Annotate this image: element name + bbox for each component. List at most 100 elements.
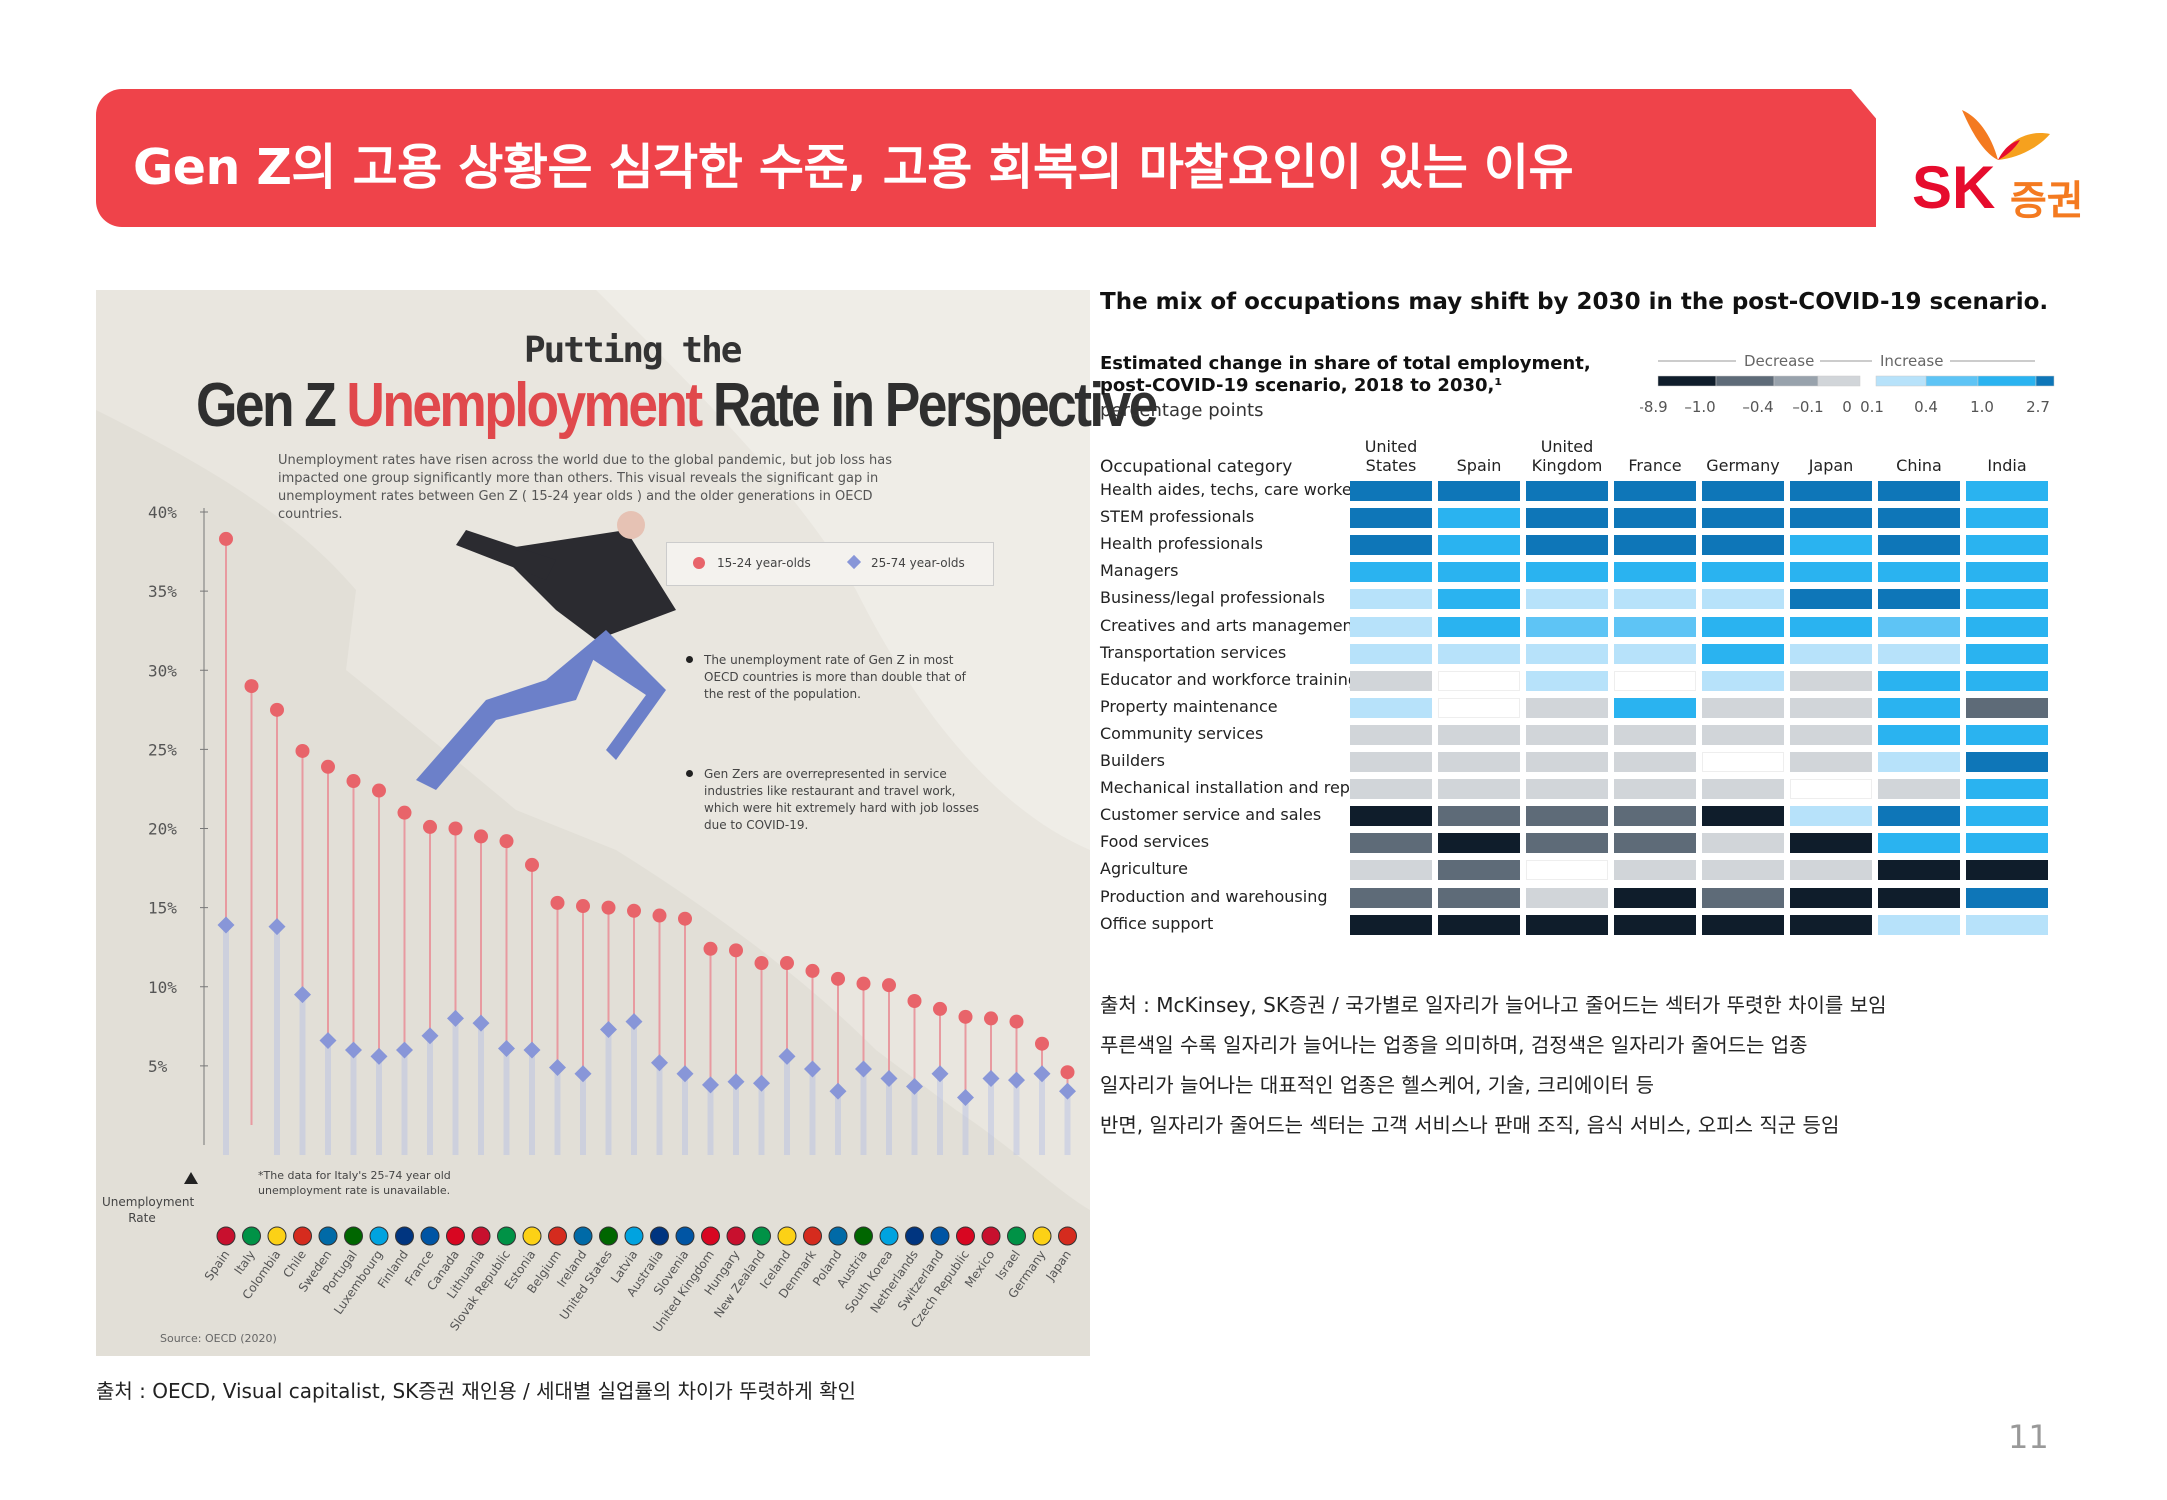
youth-point <box>831 971 845 986</box>
heatmap-cell <box>1526 779 1608 800</box>
heatmap-cell <box>1614 643 1696 664</box>
color-scale-legend: Decrease Increase –8.9 –1.0 –0.4 –0.1 0 0.1 0.4 1… <box>1640 352 2055 416</box>
youth-point <box>576 899 590 914</box>
y-axis-label: Unemployment Rate <box>102 1195 195 1225</box>
youth-point <box>321 759 335 774</box>
country-flag-icon <box>956 1226 975 1246</box>
country-flag-icon <box>777 1226 797 1246</box>
country-flag-icon <box>828 1226 848 1246</box>
adult-point <box>651 1054 668 1072</box>
occupation-row-label: Educator and workforce training <box>1100 669 1358 689</box>
heatmap-cell <box>1790 887 1872 908</box>
genz-unemployment-infographic: Putting the Gen Z Unemployment Rate in P… <box>96 290 1158 1356</box>
infographic-title-top: Putting the <box>524 330 742 371</box>
heatmap-cell <box>1966 508 2048 529</box>
adult-point <box>753 1074 770 1092</box>
country-flag-icon <box>905 1226 924 1246</box>
heatmap-cell <box>1438 643 1520 664</box>
occupation-row-label: Health professionals <box>1100 534 1263 554</box>
heatmap-cell <box>1526 724 1608 745</box>
youth-point <box>270 702 284 717</box>
title-part-red: Unemployment <box>346 371 703 440</box>
youth-point <box>1060 1065 1075 1080</box>
heatmap-cell <box>1526 589 1608 610</box>
legend-youth-marker <box>693 557 705 569</box>
adult-point <box>1033 1065 1051 1083</box>
youth-point <box>856 976 871 991</box>
logo-kr-text: 증권 <box>2010 178 2084 224</box>
heatmap-cell <box>1878 562 1960 583</box>
scale-tick-label: –1.0 <box>1684 398 1715 416</box>
youth-point <box>550 895 565 910</box>
country-flag-icon <box>573 1226 593 1246</box>
occupation-row-label: Agriculture <box>1100 859 1188 879</box>
heatmap-cell <box>1526 697 1608 718</box>
occupation-chart-unit: percentage points <box>1100 400 1264 421</box>
infographic-legend: 15-24 year-olds 25-74 year-olds <box>666 542 994 586</box>
occupation-row-label: Creatives and arts management <box>1100 615 1359 635</box>
adult-point <box>727 1073 745 1091</box>
country-flag-icon <box>216 1226 236 1246</box>
heatmap-cell <box>1526 670 1608 691</box>
country-column-header: United Kingdom <box>1531 437 1603 475</box>
country-flag-icon <box>599 1226 618 1246</box>
youth-point <box>984 1011 998 1026</box>
heatmap-cell <box>1526 860 1608 881</box>
heatmap-cell <box>1878 860 1960 881</box>
heatmap-cell <box>1790 860 1872 881</box>
youth-point <box>1035 1036 1049 1051</box>
heatmap-cell <box>1966 697 2048 718</box>
heatmap-cell <box>1526 508 1608 529</box>
youth-point <box>882 978 896 993</box>
heatmap-cell <box>1438 697 1520 718</box>
adult-point <box>396 1041 413 1059</box>
heatmap-cell <box>1790 724 1872 745</box>
heatmap-cell <box>1966 806 2048 827</box>
country-flag-icon <box>879 1226 899 1246</box>
heatmap-cell <box>1526 833 1608 854</box>
heatmap-cell <box>1790 697 1872 718</box>
adult-point <box>268 918 286 936</box>
heatmap-cell <box>1438 589 1520 610</box>
heatmap-cell <box>1878 589 1960 610</box>
heatmap-cell <box>1526 562 1608 583</box>
adult-point <box>880 1070 898 1088</box>
country-flag-icon <box>293 1226 312 1246</box>
country-flag-icon <box>1032 1226 1052 1246</box>
occupation-row-label: Health aides, techs, care workers <box>1100 480 1367 499</box>
occupation-row-label: Property maintenance <box>1100 696 1278 716</box>
heatmap-cell <box>1614 724 1696 745</box>
country-flag-icon <box>344 1226 363 1246</box>
heatmap-cell <box>1526 535 1608 556</box>
country-flag-icon <box>420 1226 440 1246</box>
heatmap-cell <box>1438 535 1520 556</box>
heatmap-cell <box>1614 535 1696 556</box>
youth-point <box>397 805 412 820</box>
heatmap-cell <box>1878 643 1960 664</box>
occupation-row-label: Managers <box>1100 561 1179 581</box>
adult-point <box>600 1020 617 1038</box>
running-person-illustration <box>416 511 676 790</box>
adult-point <box>217 916 235 934</box>
adult-point <box>345 1041 362 1059</box>
country-flag-icon <box>369 1226 389 1246</box>
legend-adult-label: 25-74 year-olds <box>871 556 965 570</box>
heatmap-cell <box>1878 724 1960 745</box>
heatmap-cell <box>1438 806 1520 827</box>
heatmap-cell <box>1350 724 1432 745</box>
occupation-row-label: Builders <box>1100 751 1165 770</box>
heatmap-cell <box>1350 589 1432 610</box>
country-label: Spain <box>202 1248 233 1283</box>
heatmap-cell <box>1966 779 2048 800</box>
country-flag-icon <box>701 1226 720 1246</box>
scale-swatch <box>1773 375 1819 387</box>
heatmap-cell <box>1350 481 1432 501</box>
heatmap-cell <box>1350 752 1432 772</box>
country-flag-icon <box>395 1226 414 1246</box>
heatmap-cell <box>1350 616 1432 637</box>
youth-point <box>652 908 667 923</box>
adult-point <box>574 1065 592 1083</box>
heatmap-cell <box>1702 914 1784 935</box>
adult-point <box>319 1032 337 1050</box>
heatmap-cell <box>1702 508 1784 529</box>
